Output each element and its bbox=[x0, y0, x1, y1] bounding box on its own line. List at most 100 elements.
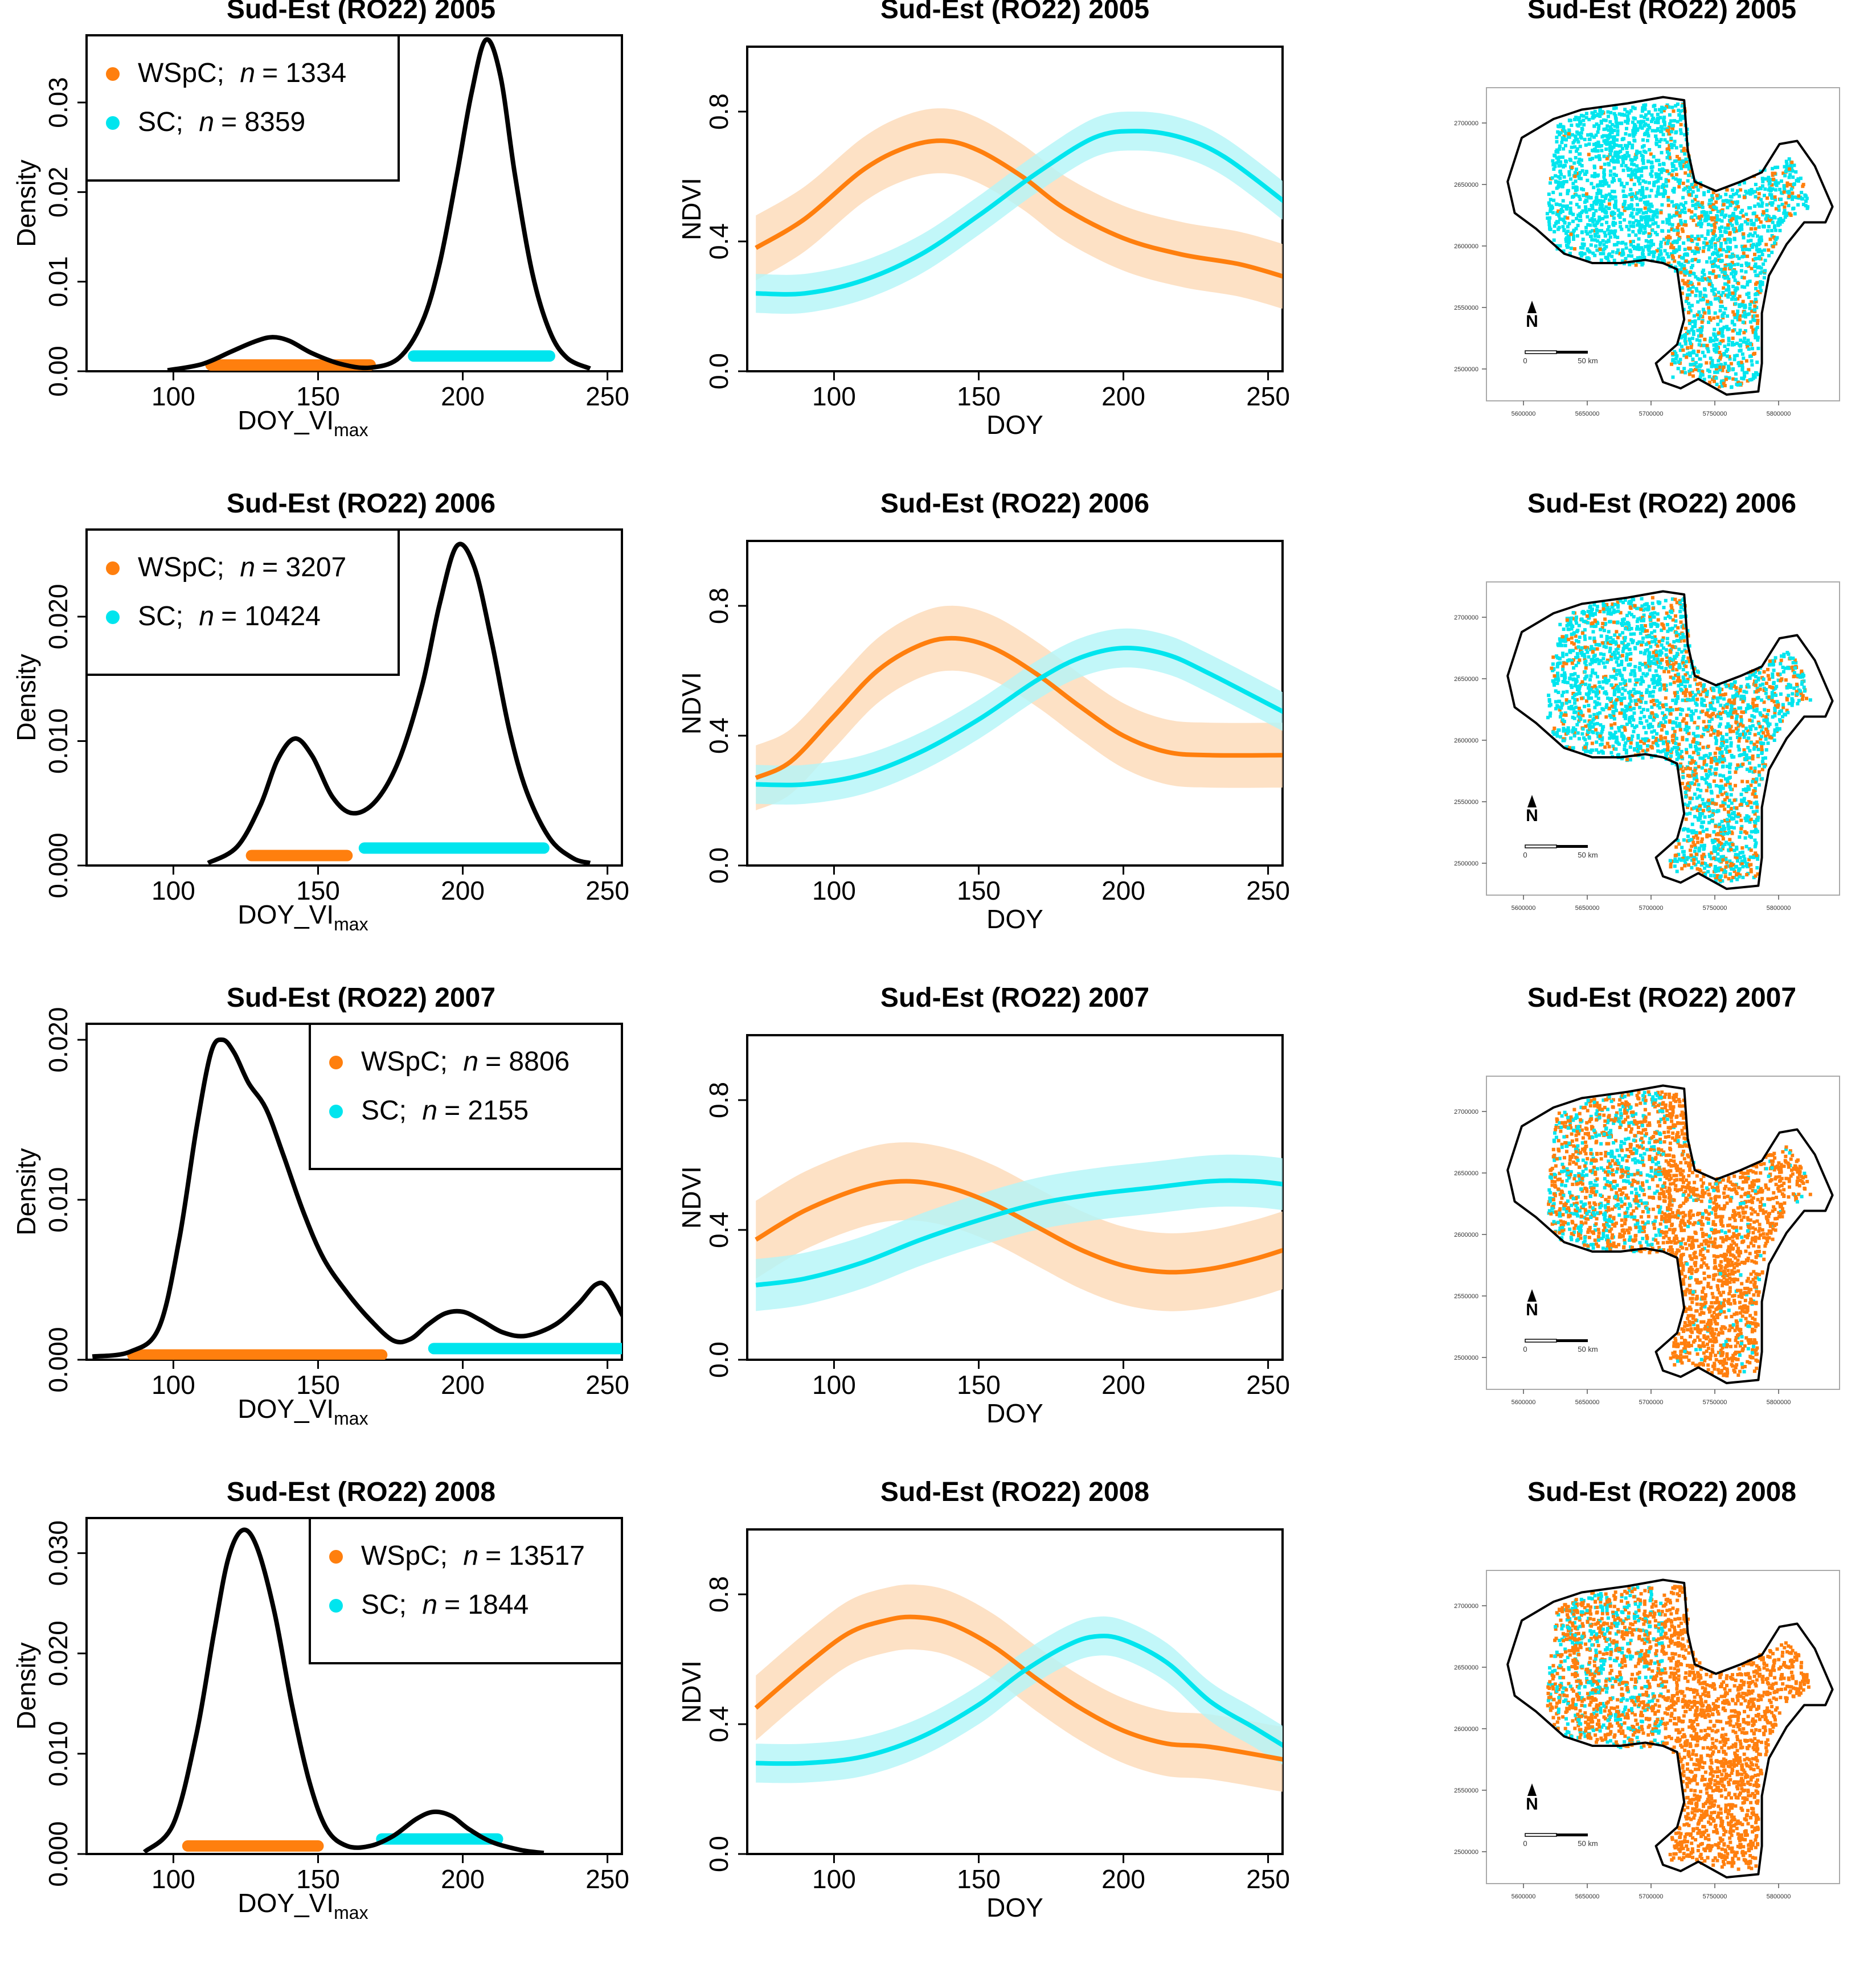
map-point-sc bbox=[1668, 215, 1672, 219]
map-point-sc bbox=[1664, 703, 1668, 707]
map-point-sc bbox=[1656, 612, 1660, 616]
map-point-wspc bbox=[1718, 385, 1721, 389]
map-point-wspc bbox=[1684, 673, 1687, 677]
map-point-wspc bbox=[1561, 664, 1565, 668]
map-point-sc bbox=[1646, 134, 1650, 138]
map-point-sc bbox=[1688, 811, 1692, 815]
map-point-sc bbox=[1738, 383, 1742, 387]
map-point-sc bbox=[1594, 155, 1598, 159]
map-point-wspc bbox=[1771, 173, 1775, 177]
map-point-sc bbox=[1567, 239, 1571, 243]
map-point-sc bbox=[1579, 717, 1583, 721]
map-point-sc bbox=[1774, 237, 1778, 241]
map-point-sc bbox=[1641, 179, 1645, 183]
map-point-wspc bbox=[1690, 290, 1694, 294]
map-point-sc bbox=[1565, 690, 1569, 694]
legend-class: SC; bbox=[138, 107, 191, 137]
map-point-wspc bbox=[1760, 745, 1764, 749]
map-point-sc bbox=[1751, 233, 1755, 237]
map-point-sc bbox=[1592, 647, 1596, 651]
map-point-sc bbox=[1547, 192, 1551, 196]
map-point-sc bbox=[1716, 210, 1720, 214]
map-point-wspc bbox=[1652, 716, 1656, 719]
map-point-sc bbox=[1629, 243, 1633, 247]
map-point-sc bbox=[1627, 174, 1631, 178]
map-point-sc bbox=[1639, 197, 1643, 201]
map-point-sc bbox=[1697, 317, 1701, 321]
map-point-sc bbox=[1659, 130, 1663, 134]
map-point-wspc bbox=[1675, 668, 1679, 672]
map-point-sc bbox=[1680, 286, 1684, 290]
map-x-tick-label: 5650000 bbox=[1575, 411, 1600, 417]
map-point-sc bbox=[1699, 314, 1702, 318]
map-point-sc bbox=[1744, 212, 1748, 216]
map-point-sc bbox=[1717, 809, 1721, 813]
map-point-sc bbox=[1650, 601, 1654, 605]
map-point-wspc bbox=[1708, 204, 1712, 208]
map-point-wspc bbox=[1750, 300, 1754, 304]
map-point-sc bbox=[1761, 756, 1765, 760]
map-point-sc bbox=[1696, 329, 1700, 333]
map-point-wspc bbox=[1584, 666, 1588, 670]
map-point-sc bbox=[1714, 244, 1718, 248]
map-point-sc bbox=[1723, 362, 1727, 366]
map-point-wspc bbox=[1750, 325, 1754, 329]
map-point-sc bbox=[1657, 173, 1661, 177]
map-point-wspc bbox=[1736, 380, 1740, 384]
map-point-sc bbox=[1588, 726, 1592, 730]
map-point-wspc bbox=[1605, 602, 1609, 606]
map-point-sc bbox=[1685, 812, 1689, 816]
map-point-wspc bbox=[1679, 620, 1683, 624]
map-point-sc bbox=[1768, 186, 1772, 190]
map-point-sc bbox=[1775, 684, 1779, 688]
map-point-wspc bbox=[1727, 355, 1731, 359]
legend-entry: SC; n = 8359 bbox=[138, 107, 305, 137]
map-point-sc bbox=[1728, 265, 1732, 269]
map-point-sc bbox=[1631, 639, 1635, 643]
map-point-sc bbox=[1566, 726, 1570, 730]
map-point-sc bbox=[1687, 301, 1690, 305]
map-point-sc bbox=[1732, 867, 1736, 871]
map-point-sc bbox=[1559, 706, 1563, 710]
map-point-sc bbox=[1728, 846, 1732, 849]
map-point-sc bbox=[1596, 712, 1600, 716]
map-point-sc bbox=[1604, 692, 1608, 696]
map-point-sc bbox=[1562, 127, 1566, 131]
map-point-sc bbox=[1587, 655, 1591, 659]
map-point-wspc bbox=[1598, 247, 1602, 251]
map-point-sc bbox=[1558, 144, 1562, 148]
map-point-sc bbox=[1691, 712, 1695, 716]
map-point-sc bbox=[1632, 134, 1636, 138]
map-point-sc bbox=[1768, 189, 1772, 193]
map-point-wspc bbox=[1577, 707, 1581, 710]
map-point-sc bbox=[1787, 203, 1791, 207]
map-point-sc bbox=[1679, 712, 1682, 716]
map-point-sc bbox=[1608, 192, 1612, 196]
map-point-sc bbox=[1644, 103, 1648, 107]
map-point-sc bbox=[1554, 180, 1558, 184]
map-point-wspc bbox=[1741, 724, 1745, 728]
map-point-sc bbox=[1583, 670, 1587, 674]
map-point-sc bbox=[1552, 238, 1556, 242]
map-point-sc bbox=[1756, 335, 1760, 339]
map-point-sc bbox=[1576, 655, 1580, 659]
legend-entry: WSpC; n = 3207 bbox=[138, 552, 346, 583]
map-point-sc bbox=[1754, 841, 1758, 845]
map-point-sc bbox=[1653, 629, 1657, 633]
map-point-sc bbox=[1786, 165, 1790, 169]
map-point-sc bbox=[1738, 364, 1742, 367]
map-point-sc bbox=[1759, 198, 1763, 202]
map-point-sc bbox=[1616, 657, 1620, 661]
map-point-sc bbox=[1787, 190, 1791, 194]
map-point-wspc bbox=[1728, 232, 1732, 236]
map-point-sc bbox=[1756, 187, 1760, 191]
map-point-sc bbox=[1647, 208, 1651, 212]
map-point-wspc bbox=[1729, 866, 1733, 869]
map-point-sc bbox=[1707, 321, 1710, 324]
map-point-wspc bbox=[1574, 634, 1578, 638]
legend-count: = 8359 bbox=[221, 107, 305, 137]
map-point-sc bbox=[1670, 597, 1674, 601]
map-point-sc bbox=[1679, 132, 1683, 136]
map-point-wspc bbox=[1674, 614, 1677, 618]
map-point-sc bbox=[1575, 130, 1579, 134]
